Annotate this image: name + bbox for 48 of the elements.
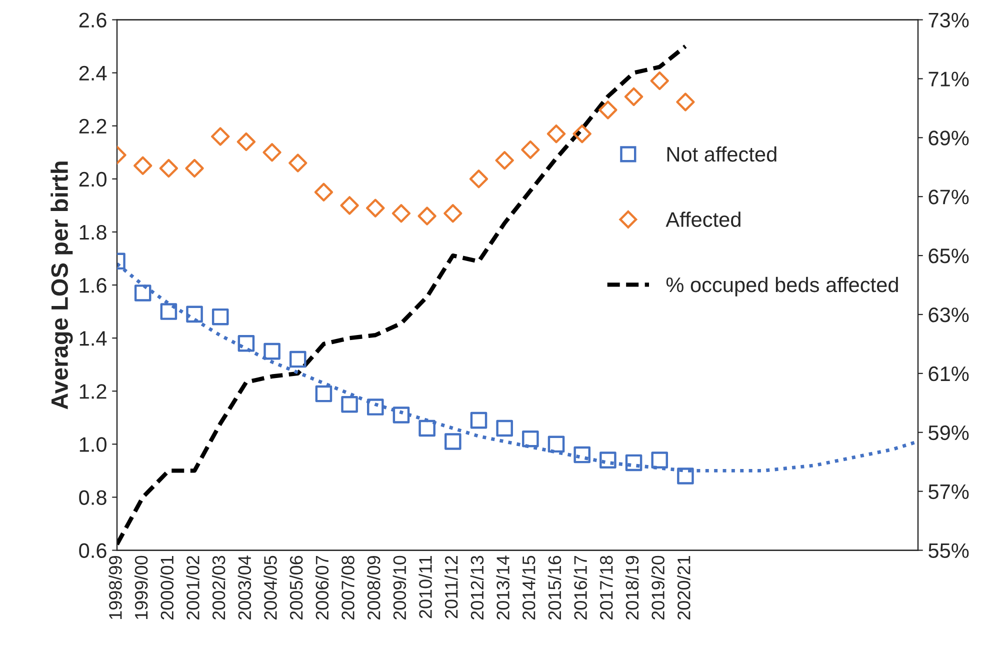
legend-label: % occuped beds affected xyxy=(666,276,898,296)
y2-tick-label: 73% xyxy=(928,12,969,28)
y2-tick-label: 61% xyxy=(928,366,969,382)
x-tick-label: 2002/03 xyxy=(212,556,226,620)
y-tick-label: 1.0 xyxy=(80,437,106,452)
y-tick-label: 1.2 xyxy=(80,384,106,399)
legend-label: Affected xyxy=(666,212,740,227)
x-tick-label: 2000/01 xyxy=(160,556,174,620)
y-tick-label: 0.8 xyxy=(79,490,106,505)
y2-tick-label: 69% xyxy=(928,130,969,146)
x-tick-label: 2020/21 xyxy=(677,556,690,620)
x-tick-label: 2008/09 xyxy=(366,556,380,620)
y-tick-label: 2.6 xyxy=(79,12,106,28)
y-tick-label: 2.2 xyxy=(79,118,106,134)
y-tick-label: 2.4 xyxy=(79,66,107,80)
x-tick-label: 2010/11 xyxy=(418,556,432,618)
x-tick-label: 2016/17 xyxy=(574,556,587,620)
x-tick-label: 2017/18 xyxy=(600,556,613,620)
x-tick-label: 2001/02 xyxy=(186,556,200,620)
x-tick-label: 2012/13 xyxy=(470,556,484,620)
legend-label: Not affected xyxy=(667,146,776,162)
x-tick-label: 2009/10 xyxy=(392,556,406,620)
y-tick-label: 2.0 xyxy=(79,172,106,187)
y2-tick-label: 57% xyxy=(928,484,969,500)
y2-tick-label: 59% xyxy=(928,425,969,440)
x-tick-label: 2011/12 xyxy=(444,556,458,618)
y-axis-title: Average LOS per birth xyxy=(50,162,73,410)
x-tick-label: 2013/14 xyxy=(496,556,510,620)
x-tick-label: 2003/04 xyxy=(238,556,252,620)
x-tick-label: 2014/15 xyxy=(522,556,536,620)
x-tick-label: 1999/00 xyxy=(134,556,148,620)
y2-tick-label: 67% xyxy=(928,190,969,204)
x-tick-label: 1998/99 xyxy=(108,556,122,620)
x-tick-label: 2006/07 xyxy=(315,556,329,620)
x-tick-label: 2004/05 xyxy=(264,556,277,620)
x-tick-label: 2015/16 xyxy=(548,556,562,620)
y2-tick-label: 71% xyxy=(928,72,969,86)
y2-tick-label: 55% xyxy=(928,543,969,558)
x-tick-label: 2005/06 xyxy=(289,556,303,620)
x-tick-label: 2007/08 xyxy=(341,556,354,620)
y-tick-label: 1.4 xyxy=(80,331,107,346)
x-tick-label: 2018/19 xyxy=(625,556,639,620)
y-tick-label: 1.6 xyxy=(80,278,106,293)
y-tick-label: 1.8 xyxy=(80,224,106,240)
y2-tick-label: 63% xyxy=(928,307,969,322)
y2-tick-label: 65% xyxy=(928,248,969,264)
y-tick-label: 0.6 xyxy=(79,543,106,558)
x-tick-label: 2019/20 xyxy=(651,556,664,620)
